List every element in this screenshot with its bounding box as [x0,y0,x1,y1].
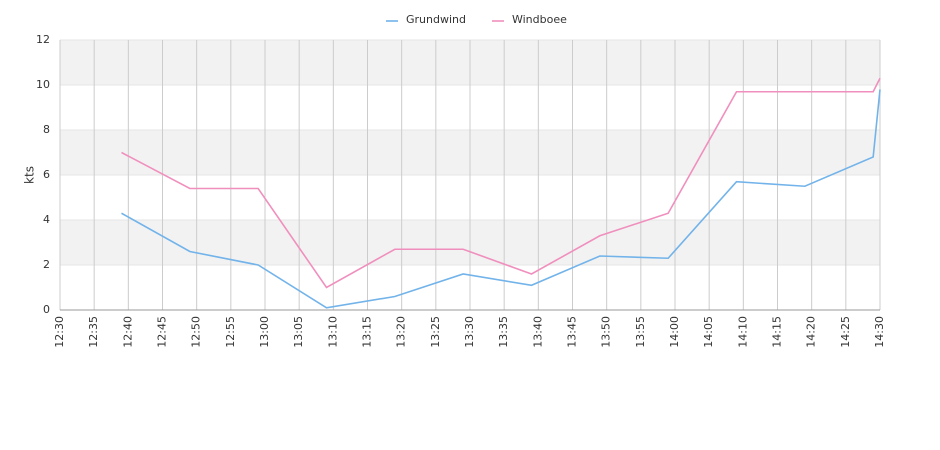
x-tick-label: 13:25 [429,316,442,348]
x-tick-label: 12:50 [190,316,203,348]
x-tick-label: 13:00 [258,316,271,348]
x-tick-label: 13:30 [463,316,476,348]
x-tick-label: 14:00 [668,316,681,348]
series-line [121,89,881,309]
x-tick-label: 13:20 [395,316,408,348]
x-tick-label: 14:05 [702,316,715,348]
x-tick-label: 14:10 [736,316,749,348]
y-tick-label: 2 [43,258,50,271]
x-tick-label: 14:15 [771,316,784,348]
series-line [121,77,881,289]
x-tick-label: 12:40 [121,316,134,348]
y-axis-label: kts [23,166,37,184]
x-tick-label: 13:15 [361,316,374,348]
x-tick-label: 13:55 [634,316,647,348]
x-tick-label: 14:20 [805,316,818,348]
x-tick-label: 13:10 [326,316,339,348]
x-tick-label: 12:30 [53,316,66,348]
x-tick-label: 12:45 [156,316,169,348]
x-tick-label: 13:45 [566,316,579,348]
x-tick-label: 13:40 [531,316,544,348]
x-tick-label: 13:05 [292,316,305,348]
y-tick-label: 8 [43,123,50,136]
y-tick-label: 6 [43,168,50,181]
x-tick-label: 13:35 [497,316,510,348]
legend-label: Windboee [512,13,567,26]
x-tick-label: 12:55 [224,316,237,348]
y-tick-label: 12 [36,33,50,46]
y-tick-label: 10 [36,78,50,91]
legend-label: Grundwind [406,13,466,26]
x-tick-label: 13:50 [600,316,613,348]
x-tick-label: 12:35 [87,316,100,348]
x-tick-label: 14:30 [873,316,886,348]
y-tick-label: 0 [43,303,50,316]
y-tick-label: 4 [43,213,50,226]
x-tick-label: 14:25 [839,316,852,348]
